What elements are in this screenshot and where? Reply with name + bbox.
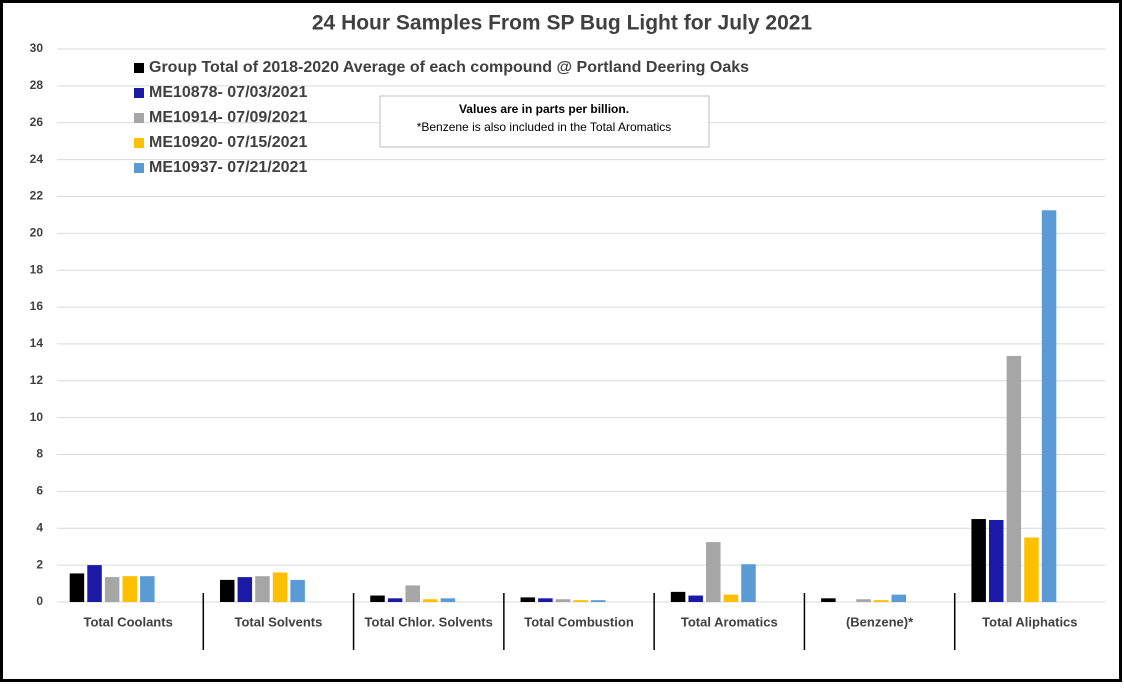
bar <box>1024 537 1039 602</box>
y-tick-label: 14 <box>30 336 44 350</box>
bar <box>1006 355 1022 602</box>
bars <box>69 210 1057 602</box>
bar <box>237 577 253 602</box>
note-text: *Benzene is also included in the Total A… <box>417 120 672 134</box>
y-tick-label: 30 <box>30 41 44 55</box>
x-tick-label: Total Solvents <box>234 614 322 629</box>
y-tick-label: 26 <box>30 115 44 129</box>
note-box <box>379 95 710 148</box>
y-tick-label: 8 <box>36 447 43 461</box>
x-tick-label: Total Chlor. Solvents <box>365 614 493 629</box>
y-tick-label: 22 <box>30 189 44 203</box>
bar <box>520 597 536 602</box>
bar <box>423 599 438 602</box>
bar <box>538 598 553 602</box>
bar <box>87 565 102 602</box>
bar <box>255 576 270 602</box>
bar <box>387 598 403 602</box>
y-tick-label: 4 <box>36 520 43 534</box>
y-tick-label: 24 <box>30 152 44 166</box>
chart-title: 24 Hour Samples From SP Bug Light for Ju… <box>312 12 813 35</box>
x-tick-label: Total Combustion <box>524 614 634 629</box>
bar <box>573 600 588 602</box>
bar <box>856 599 871 602</box>
bar <box>590 600 606 602</box>
bar <box>405 585 420 602</box>
legend-label: ME10878- 07/03/2021 <box>149 84 307 101</box>
bar <box>370 595 385 602</box>
legend-swatch <box>134 163 144 173</box>
y-tick-label: 18 <box>30 262 44 276</box>
y-tick-label: 16 <box>30 299 44 313</box>
bar <box>440 598 456 602</box>
y-tick-label: 6 <box>36 484 43 498</box>
y-tick-label: 12 <box>30 373 44 387</box>
x-tick-label: Total Aromatics <box>681 614 778 629</box>
bar <box>971 519 986 602</box>
bar <box>122 576 137 602</box>
bar <box>555 599 571 602</box>
bar <box>1041 210 1057 602</box>
bar <box>670 591 686 602</box>
bar <box>723 594 739 602</box>
note-title: Values are in parts per billion. <box>459 102 629 116</box>
bar <box>219 579 235 602</box>
bar <box>140 576 155 602</box>
bar <box>688 595 703 602</box>
x-tick-label: (Benzene)* <box>846 614 914 629</box>
legend-swatch <box>134 138 144 148</box>
y-tick-label: 0 <box>36 594 43 608</box>
y-tick-label: 28 <box>30 78 44 92</box>
legend-label: ME10920- 07/15/2021 <box>149 134 307 151</box>
bar <box>891 594 907 602</box>
y-tick-label: 20 <box>30 226 44 240</box>
bar <box>272 572 288 602</box>
bar <box>821 598 836 602</box>
x-tick-label: Total Coolants <box>83 614 172 629</box>
bar <box>69 573 85 602</box>
x-tick-label: Total Aliphatics <box>982 614 1077 629</box>
legend-label: ME10914- 07/09/2021 <box>149 109 307 126</box>
bar <box>989 519 1004 602</box>
bar <box>873 600 889 602</box>
bar <box>741 564 756 602</box>
legend-swatch <box>134 88 144 98</box>
legend-swatch <box>134 63 144 73</box>
legend-swatch <box>134 113 144 123</box>
y-tick-label: 2 <box>36 557 43 571</box>
legend-label: Group Total of 2018-2020 Average of each… <box>149 59 749 76</box>
legend-label: ME10937- 07/21/2021 <box>149 159 307 176</box>
y-tick-label: 10 <box>30 410 44 424</box>
bar <box>706 542 721 602</box>
bar <box>290 579 305 602</box>
bar <box>104 577 120 602</box>
